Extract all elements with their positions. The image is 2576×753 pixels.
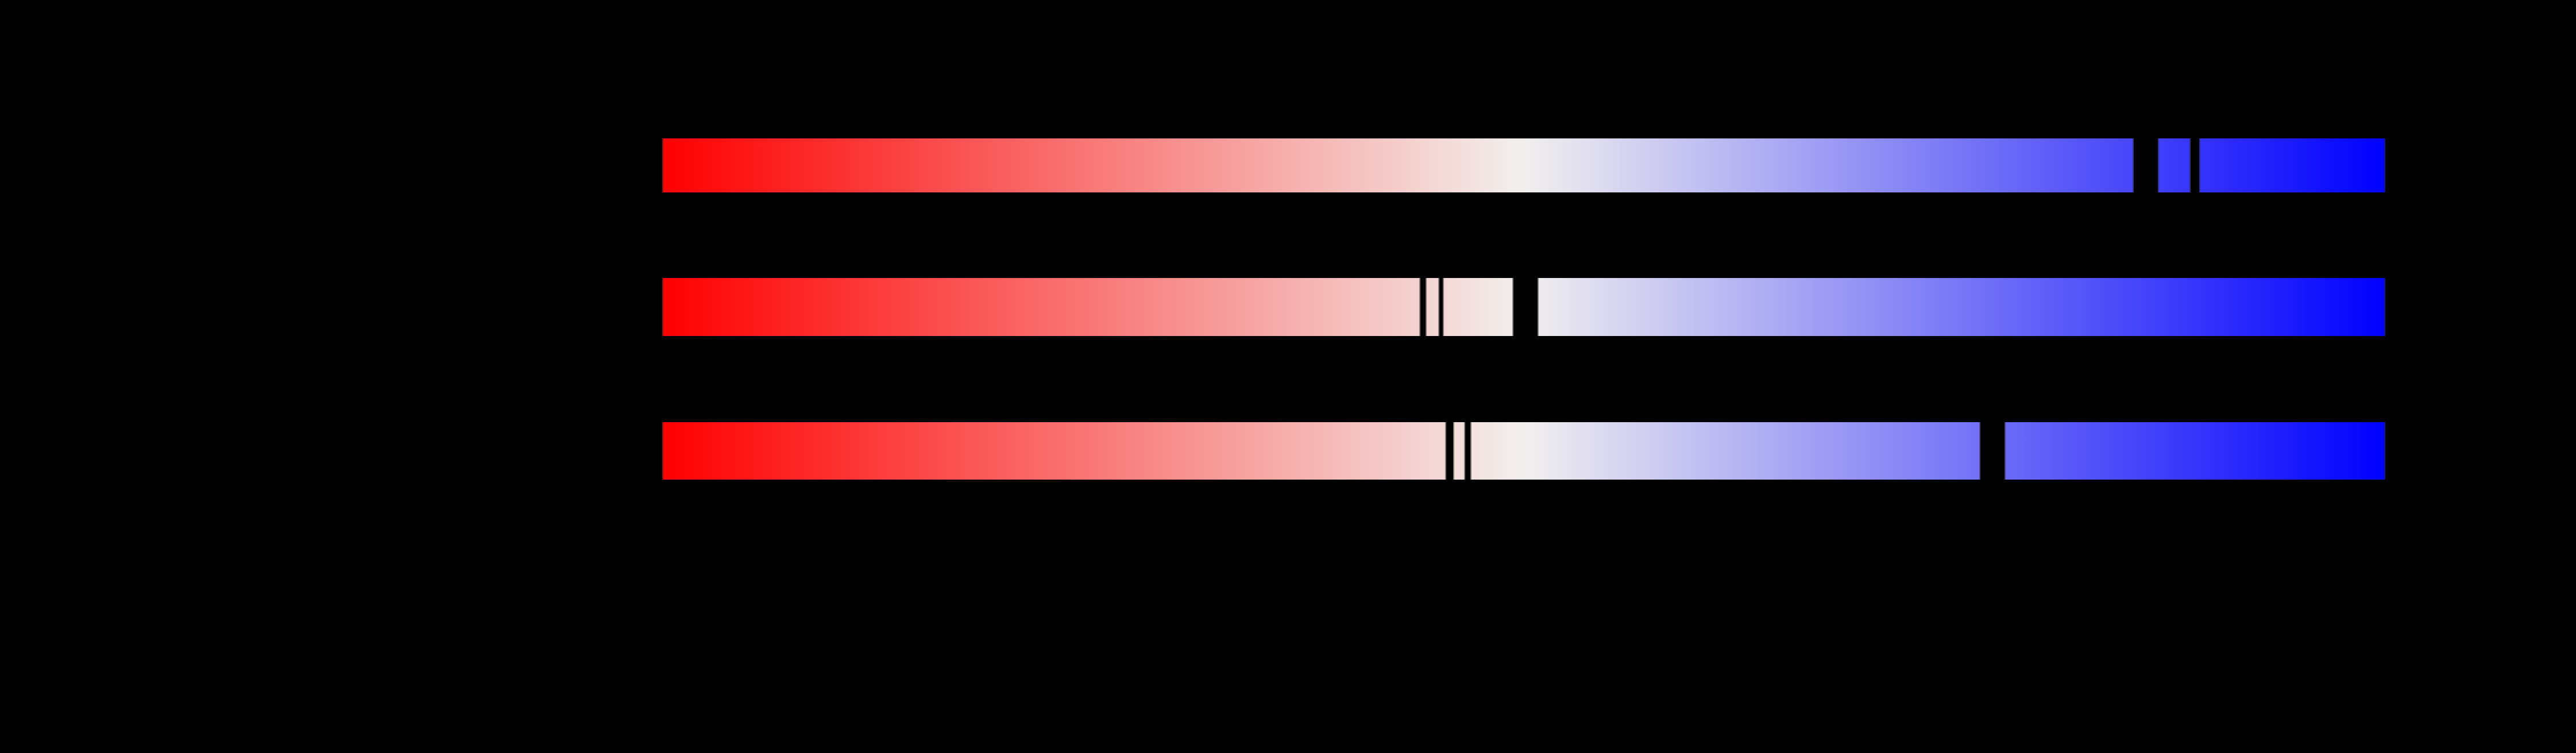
bar-segment[interactable] — [1453, 422, 1465, 480]
segment-edge-right — [1445, 422, 1446, 480]
segment-edge-left — [1426, 278, 1427, 336]
segment-edge-left — [662, 278, 663, 336]
gradient-bar-2[interactable] — [662, 278, 2385, 336]
segment-edge-left — [1470, 422, 1472, 480]
gradient-bar-3[interactable] — [662, 422, 2385, 480]
segment-edge-right — [1464, 422, 1465, 480]
bar-segment[interactable] — [1538, 278, 2385, 336]
segment-edge-right — [1438, 278, 1439, 336]
segment-edge-left — [662, 138, 663, 192]
bar-segment[interactable] — [2158, 138, 2191, 192]
segment-edge-left — [1443, 278, 1444, 336]
bar-segment[interactable] — [1426, 278, 1439, 336]
gradient-bar-1[interactable] — [662, 138, 2385, 192]
segment-edge-right — [2133, 138, 2134, 192]
bar-segment[interactable] — [2199, 138, 2385, 192]
bar-segment[interactable] — [2005, 422, 2385, 480]
segment-edge-right — [1979, 422, 1980, 480]
segment-edge-right — [1419, 278, 1420, 336]
bar-segment[interactable] — [662, 422, 1446, 480]
bar-segment[interactable] — [1443, 278, 1513, 336]
segment-edge-right — [2384, 422, 2385, 480]
segment-edge-right — [2384, 138, 2385, 192]
segment-edge-right — [2384, 278, 2385, 336]
segment-edge-left — [2005, 422, 2006, 480]
segment-edge-right — [1512, 278, 1513, 336]
segment-edge-left — [1538, 278, 1539, 336]
bar-segment[interactable] — [662, 138, 2134, 192]
segment-edge-left — [2158, 138, 2159, 192]
bar-segment[interactable] — [662, 278, 1420, 336]
segment-edge-left — [662, 422, 663, 480]
segment-edge-right — [2189, 138, 2191, 192]
segment-edge-left — [1453, 422, 1454, 480]
bar-segment[interactable] — [1470, 422, 1980, 480]
segment-edge-left — [2199, 138, 2200, 192]
